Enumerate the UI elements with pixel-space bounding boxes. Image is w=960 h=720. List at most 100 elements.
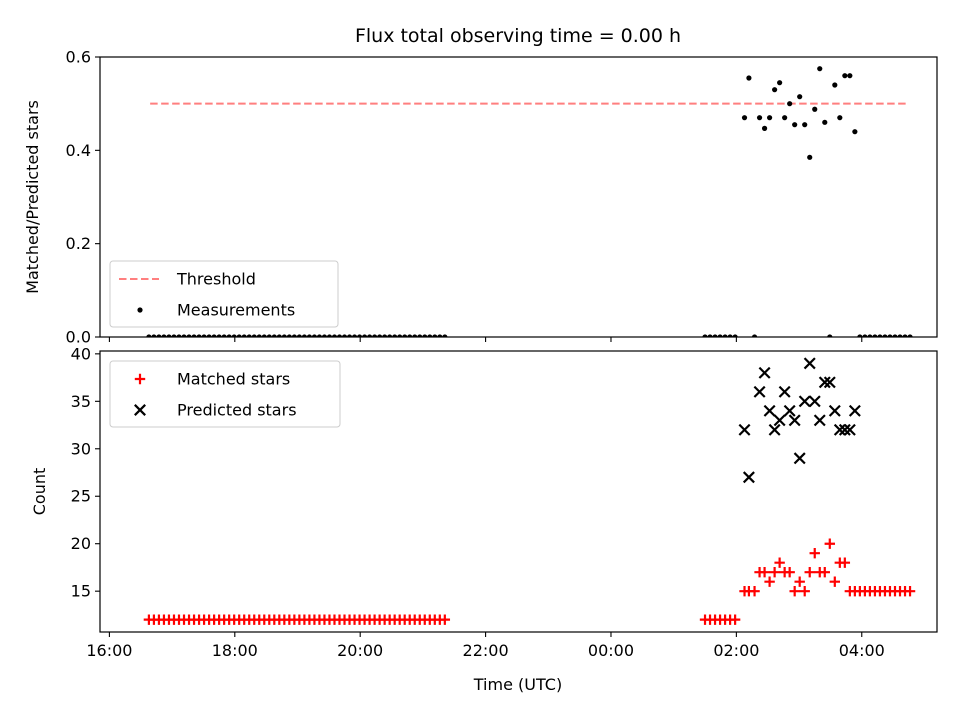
data-point-dot xyxy=(286,334,292,337)
data-point-dot xyxy=(241,334,247,337)
data-point-dot xyxy=(407,334,413,337)
x-tick-label: 20:00 xyxy=(337,641,383,660)
data-point-dot xyxy=(201,334,207,337)
data-point-plus xyxy=(829,576,841,587)
data-point-dot xyxy=(782,115,788,121)
data-point-dot xyxy=(236,334,242,337)
data-point-dot xyxy=(767,115,773,121)
data-point-dot xyxy=(311,334,318,337)
data-point-x xyxy=(763,404,776,417)
data-point-dot xyxy=(196,334,202,337)
data-point-dot xyxy=(722,334,728,337)
data-point-plus xyxy=(824,538,835,549)
legend-swatch-dot xyxy=(137,307,143,313)
data-point-dot xyxy=(746,75,752,81)
data-point-plus xyxy=(769,566,780,578)
legend: Threshold Measurements xyxy=(109,260,339,328)
data-point-dot xyxy=(296,334,302,337)
x-tick-label: 16:00 xyxy=(86,641,132,660)
data-point-dot xyxy=(427,334,433,337)
data-point-x xyxy=(768,423,781,436)
series-group xyxy=(146,66,913,337)
data-point-dot xyxy=(206,334,212,337)
data-point-dot xyxy=(256,334,262,337)
data-point-x xyxy=(738,423,751,436)
data-point-dot xyxy=(827,334,833,337)
data-point-dot xyxy=(717,334,723,337)
data-point-dot xyxy=(822,119,828,125)
data-point-plus xyxy=(439,614,451,625)
y-tick-label: 0.4 xyxy=(66,141,91,160)
series-group xyxy=(143,357,916,625)
data-point-plus xyxy=(764,576,775,587)
data-point-dot xyxy=(221,334,227,337)
data-point-plus xyxy=(819,566,830,578)
data-point-x xyxy=(838,423,851,436)
data-point-dot xyxy=(417,334,423,337)
data-point-x xyxy=(848,404,861,417)
data-point-dot xyxy=(321,334,328,337)
data-point-dot xyxy=(812,106,818,112)
data-point-dot xyxy=(186,334,192,337)
data-point-dot xyxy=(887,334,893,337)
data-point-dot xyxy=(291,334,297,337)
data-point-dot xyxy=(802,122,808,128)
data-point-dot xyxy=(346,334,353,337)
data-point-dot xyxy=(261,334,267,337)
data-point-x xyxy=(798,395,811,408)
data-point-x xyxy=(742,471,755,484)
x-tick-label: 22:00 xyxy=(463,641,509,660)
data-point-dot xyxy=(877,334,883,337)
data-point-dot xyxy=(251,334,257,337)
data-point-plus xyxy=(839,557,851,568)
data-point-plus xyxy=(904,585,916,597)
data-point-plus xyxy=(784,566,795,578)
legend-box xyxy=(109,260,339,328)
data-point-dot xyxy=(817,66,823,72)
legend-swatch-plus xyxy=(134,373,146,385)
data-point-dot xyxy=(156,334,162,337)
y-tick-label: 25 xyxy=(71,487,91,506)
data-point-x xyxy=(788,414,801,427)
data-point-x xyxy=(753,385,766,398)
y-axis-label: Count xyxy=(30,468,49,516)
data-point-plus xyxy=(804,566,815,578)
data-point-dot xyxy=(852,129,858,135)
data-point-x xyxy=(758,366,771,379)
data-point-plus xyxy=(799,585,810,597)
data-point-dot xyxy=(412,334,418,337)
data-point-dot xyxy=(867,334,873,337)
data-point-dot xyxy=(341,334,348,337)
data-point-dot xyxy=(777,80,783,86)
data-point-dot xyxy=(271,334,277,337)
data-point-dot xyxy=(712,334,718,337)
data-point-dot xyxy=(907,334,913,337)
data-point-x xyxy=(793,452,806,465)
data-point-dot xyxy=(326,334,333,337)
data-point-dot xyxy=(171,334,177,337)
data-point-dot xyxy=(807,154,813,160)
data-point-dot xyxy=(892,334,898,337)
data-point-dot xyxy=(151,334,157,337)
data-point-x xyxy=(833,423,846,436)
data-point-dot xyxy=(397,334,403,337)
data-point-dot xyxy=(432,334,438,337)
data-point-x xyxy=(803,357,816,370)
data-point-plus xyxy=(774,557,785,568)
data-point-dot xyxy=(191,334,197,337)
data-point-dot xyxy=(702,334,708,337)
data-point-dot xyxy=(897,334,903,337)
legend-label: Predicted stars xyxy=(177,401,297,420)
data-point-dot xyxy=(792,122,798,128)
top-panel-ratio: 0.0 0.2 0.4 0.6 Matched/Predicted stars Thres… xyxy=(23,48,938,347)
data-point-dot xyxy=(772,87,778,93)
data-point-dot xyxy=(872,334,878,337)
y-tick-label: 15 xyxy=(71,582,91,601)
data-point-x xyxy=(818,376,831,389)
data-point-dot xyxy=(266,334,272,337)
data-point-x xyxy=(828,404,841,417)
data-point-dot xyxy=(226,334,232,337)
data-point-plus xyxy=(809,548,820,559)
y-tick-label: 35 xyxy=(71,392,91,411)
data-point-plus xyxy=(749,585,760,597)
